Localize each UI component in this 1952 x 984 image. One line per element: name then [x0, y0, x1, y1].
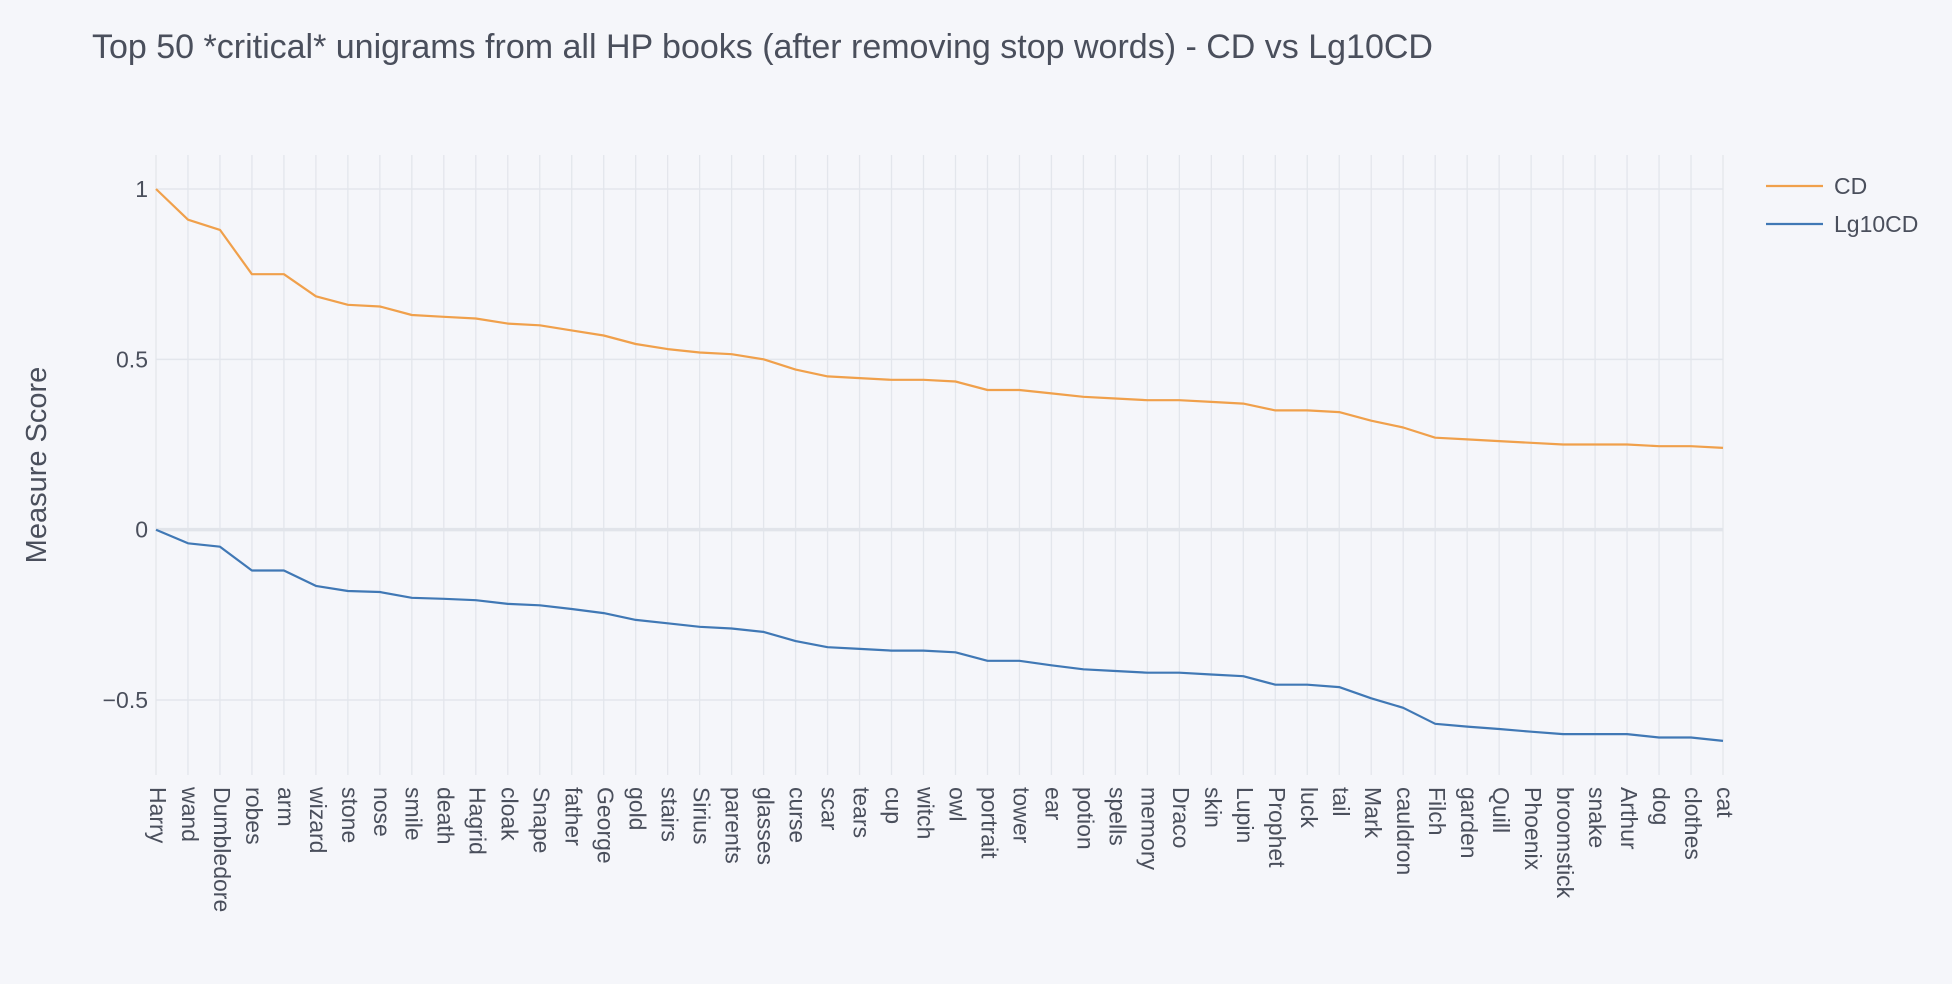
x-tick-label: glasses [753, 787, 779, 865]
x-tick-label: witch [912, 786, 938, 839]
grid-lines [155, 155, 1724, 775]
x-tick-label: tail [1328, 787, 1354, 816]
x-tick-label: Mark [1360, 787, 1386, 839]
x-tick-label: smile [401, 787, 427, 841]
legend-label: CD [1834, 173, 1867, 199]
x-tick-label: Sirius [689, 787, 715, 845]
x-tick-label: Phoenix [1520, 787, 1546, 871]
x-tick-label: stone [337, 787, 363, 843]
x-tick-label: broomstick [1552, 787, 1578, 899]
x-tick-label: skin [1200, 787, 1226, 828]
y-axis-ticks: 1 0.5 0 −0.5 [103, 176, 148, 713]
x-tick-label: dog [1648, 787, 1674, 825]
x-tick-label: clothes [1680, 787, 1706, 860]
x-tick-label: arm [273, 787, 299, 827]
y-tick-label: 1 [135, 176, 148, 202]
x-tick-label: Prophet [1264, 787, 1290, 868]
x-tick-label: portrait [976, 787, 1002, 859]
y-tick-label: 0.5 [116, 346, 148, 372]
x-tick-label: owl [944, 787, 970, 822]
legend-label: Lg10CD [1834, 211, 1918, 237]
x-tick-label: stairs [657, 787, 683, 842]
x-tick-label: snake [1584, 787, 1610, 848]
x-tick-label: spells [1104, 787, 1130, 846]
legend-item-cd[interactable]: CD [1766, 173, 1867, 199]
x-tick-label: death [433, 787, 459, 845]
x-tick-label: Snape [529, 787, 555, 854]
x-tick-label: tower [1008, 787, 1034, 844]
x-tick-label: robes [241, 787, 267, 845]
x-tick-label: Hagrid [465, 787, 491, 855]
x-tick-label: Lupin [1232, 787, 1258, 843]
chart-title: Top 50 *critical* unigrams from all HP b… [92, 28, 1433, 66]
x-tick-label: ear [1040, 787, 1066, 821]
y-tick-label: −0.5 [103, 687, 148, 713]
legend-item-lg10cd[interactable]: Lg10CD [1766, 211, 1918, 237]
x-tick-label: garden [1456, 787, 1482, 859]
x-tick-label: gold [625, 787, 651, 830]
legend[interactable]: CD Lg10CD [1766, 173, 1918, 237]
x-tick-label: father [561, 787, 587, 846]
x-tick-label: potion [1072, 787, 1098, 850]
x-tick-label: cup [880, 787, 906, 824]
x-tick-label: Dumbledore [209, 787, 235, 912]
x-tick-label: Filch [1424, 787, 1450, 836]
x-tick-label: George [593, 787, 619, 864]
x-tick-label: cloak [497, 787, 523, 841]
series-line-lg10cd[interactable] [155, 528, 1724, 742]
x-tick-label: cat [1712, 787, 1738, 818]
x-tick-label: cauldron [1392, 787, 1418, 875]
x-tick-label: Harry [145, 787, 171, 844]
x-tick-label: wand [177, 786, 203, 842]
x-axis-ticks: Harry wand Dumbledore robes arm wizard stone no… [145, 786, 1738, 912]
x-tick-label: Draco [1168, 787, 1194, 848]
x-tick-label: tears [849, 787, 875, 838]
series-line-cd[interactable] [155, 188, 1724, 449]
y-axis-title: Measure Score [21, 367, 53, 564]
y-tick-label: 0 [135, 517, 148, 543]
x-tick-label: memory [1136, 787, 1162, 871]
x-tick-label: scar [817, 787, 843, 831]
x-tick-label: luck [1296, 787, 1322, 828]
series-lines [155, 188, 1724, 742]
x-tick-label: nose [369, 787, 395, 837]
x-tick-label: wizard [305, 786, 331, 853]
x-tick-label: Quill [1488, 787, 1514, 833]
x-tick-label: Arthur [1616, 787, 1642, 850]
x-tick-label: curse [785, 787, 811, 843]
x-tick-label: parents [721, 787, 747, 864]
